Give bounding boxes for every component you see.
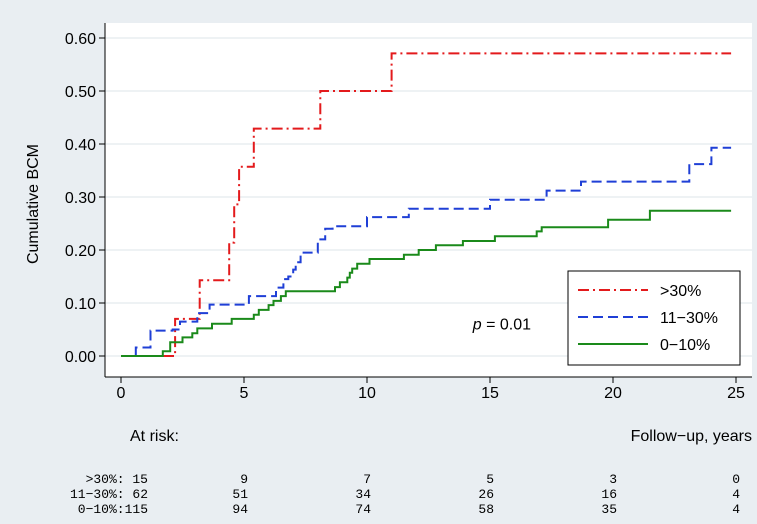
y-tick-label-4: 0.40: [65, 137, 96, 154]
legend-label-0: >30%: [660, 283, 701, 300]
x-tick-label-1: 5: [240, 385, 249, 402]
at-risk-value-1-1: 34: [355, 487, 371, 502]
y-tick-label-1: 0.10: [65, 296, 96, 313]
x-tick-label-0: 0: [117, 385, 126, 402]
legend-label-1: 11−30%: [660, 310, 718, 327]
at-risk-value-2-0: 94: [232, 502, 248, 517]
at-risk-value-0-3: 3: [609, 472, 617, 487]
ticks: 0.00 0.10 0.20 0.30 0.40 0.50 0.60 0 5 10 15 20 25: [65, 31, 745, 402]
p-value-text: = 0.01: [482, 317, 531, 334]
series-line-0: [121, 52, 732, 357]
at-risk-value-2-3: 35: [601, 502, 617, 517]
at-risk-value-0-0: 9: [240, 472, 248, 487]
at-risk-value-0-2: 5: [486, 472, 494, 487]
x-tick-label-2: 10: [358, 385, 376, 402]
axes: [104, 23, 752, 378]
at-risk-row-label-1: 11−30%: 62: [70, 487, 148, 502]
p-symbol: p: [472, 317, 482, 334]
at-risk-value-1-0: 51: [232, 487, 248, 502]
x-tick-label-5: 25: [727, 385, 745, 402]
y-tick-label-0: 0.00: [65, 349, 96, 366]
at-risk-value-0-1: 7: [363, 472, 371, 487]
at-risk-value-2-4: 4: [732, 502, 740, 517]
y-tick-label-6: 0.60: [65, 31, 96, 48]
y-tick-label-3: 0.30: [65, 190, 96, 207]
series-line-2: [121, 209, 732, 357]
at-risk-value-1-3: 16: [601, 487, 617, 502]
at-risk-row-label-0: >30%: 15: [86, 472, 148, 487]
legend-label-2: 0−10%: [660, 337, 710, 354]
p-value-annotation: p = 0.01: [472, 317, 531, 334]
y-tick-label-5: 0.50: [65, 84, 96, 101]
y-tick-label-2: 0.20: [65, 243, 96, 260]
x-tick-label-4: 20: [604, 385, 622, 402]
series-layer: [121, 52, 732, 357]
at-risk-value-1-4: 4: [732, 487, 740, 502]
at-risk-value-1-2: 26: [478, 487, 494, 502]
series-line-1: [121, 146, 732, 357]
at-risk-value-2-2: 58: [478, 502, 494, 517]
x-tick-label-3: 15: [481, 385, 499, 402]
y-axis-title: Cumulative BCM: [25, 144, 42, 264]
at-risk-value-2-1: 74: [355, 502, 371, 517]
at-risk-label: At risk:: [130, 428, 179, 445]
x-axis-title: Follow−up, years: [631, 428, 752, 445]
at-risk-value-0-4: 0: [732, 472, 740, 487]
at-risk-table: >30%: 15 9 7 5 3 0 11−30%: 62 51 34 26 16 4 0−10%:11…: [70, 472, 740, 517]
legend: >30% 11−30% 0−10%: [567, 270, 741, 366]
at-risk-row-label-2: 0−10%:115: [78, 502, 148, 517]
